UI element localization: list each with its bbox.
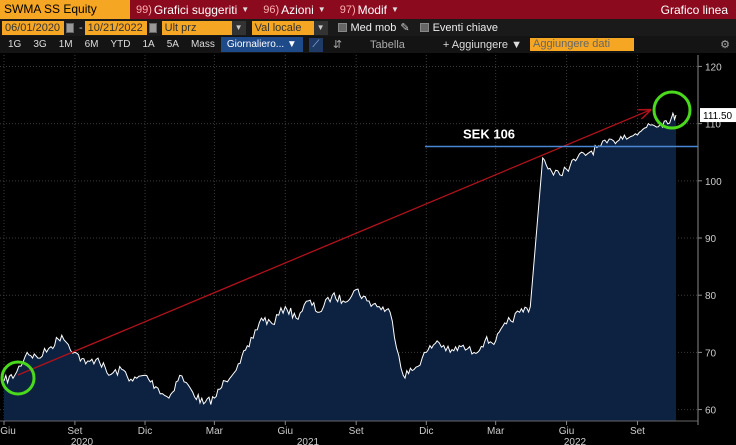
events-checkbox[interactable] [419,23,429,32]
add-label: + Aggiungere [442,38,509,51]
ticker-field[interactable]: SWMA SS Equity [0,0,130,19]
sek-106-annotation: SEK 106 [463,127,515,142]
start-date-input[interactable]: 06/01/2020 [2,20,64,35]
x-tick-label: Mar [206,426,224,437]
menu-number: 99) [136,3,152,16]
x-tick-label: Giu [0,426,16,437]
menu-edit[interactable]: 97) Modif ▼ [340,0,407,19]
line-chart-icon[interactable]: ⟋ [308,37,323,52]
end-date-input[interactable]: 10/21/2022 [84,20,147,35]
chart-type-title: Grafico linea [660,2,728,17]
y-tick-label: 80 [705,291,717,302]
x-year-label: 2022 [564,437,587,445]
menu-label: Azioni [281,2,314,17]
chevron-down-icon: ▼ [390,5,399,14]
settings-bar: 06/01/2020 - 10/21/2022 Ult prz ▼ Val lo… [0,19,736,36]
moving-avg-checkbox[interactable] [337,23,347,32]
chevron-down-icon[interactable]: ▼ [313,20,328,35]
frequency-select[interactable]: Giornaliero... ▼ [220,37,303,52]
period-mass[interactable]: Mass [190,39,215,50]
chevron-down-icon[interactable]: ▼ [231,20,246,35]
y-tick-label: 60 [705,406,717,417]
y-tick-label: 120 [705,62,722,73]
trend-arrow [17,110,650,376]
top-toolbar: SWMA SS Equity 99) Grafici suggeriti ▼ 9… [0,0,736,19]
period-3g[interactable]: 3G [33,39,47,50]
y-tick-label: 70 [705,348,717,359]
series-line [3,111,677,405]
menu-label: Grafici suggeriti [153,2,238,17]
x-tick-label: Dic [419,426,433,437]
last-price-marker: 111.50 [700,108,736,123]
x-tick-label: Giu [559,426,575,437]
calendar-icon[interactable] [148,22,157,33]
price-field-select[interactable]: Ult prz [161,20,232,35]
x-tick-label: Dic [138,426,152,437]
period-bar: 1G 3G 1M 6M YTD 1A 5A Mass Giornaliero..… [0,36,736,53]
x-tick-label: Giu [278,426,294,437]
y-tick-label: 90 [705,234,717,245]
end-highlight-circle [652,90,692,130]
y-axis: 60 70 80 90 100 110 120 [698,62,722,417]
period-5a[interactable]: 5A [166,39,179,50]
x-year-label: 2020 [71,437,94,445]
gear-icon[interactable]: ⚙ [720,39,730,51]
x-year-label: 2021 [297,437,320,445]
date-separator: - [79,21,83,34]
menu-label: Modif [357,2,387,17]
y-tick-label: 110 [705,120,721,131]
chevron-down-icon: ▼ [241,5,250,14]
chevron-down-icon: ▼ [317,5,326,14]
calendar-icon[interactable] [66,22,74,33]
y-tick-label: 100 [705,177,722,188]
frequency-label: Giornaliero [226,39,276,50]
period-1a[interactable]: 1A [142,39,155,50]
pencil-icon[interactable]: ✎ [400,22,410,34]
period-6m[interactable]: 6M [84,39,99,50]
menu-number: 96) [263,3,280,16]
split-axis-icon[interactable]: ⇵ [332,39,343,51]
x-tick-label: Set [349,426,364,437]
period-1g[interactable]: 1G [8,39,22,50]
moving-avg-label: Med mob [350,21,397,34]
series-area [4,113,676,421]
currency-select[interactable]: Val locale [251,20,314,35]
table-button[interactable]: Tabella [370,38,405,51]
start-highlight-circle [0,360,36,396]
period-1m[interactable]: 1M [58,39,73,50]
price-chart: SEK 106 60 70 80 90 100 110 120 Giu Set Dic Mar Gi… [0,55,736,445]
period-ytd[interactable]: YTD [110,39,131,50]
menu-actions[interactable]: 96) Azioni ▼ [263,0,334,19]
x-tick-label: Set [67,426,82,437]
x-tick-label: Mar [487,426,505,437]
add-button[interactable]: + Aggiungere ▼ [442,38,522,51]
x-tick-label: Set [630,426,645,437]
menu-suggested-charts[interactable]: 99) Grafici suggeriti ▼ [136,0,257,19]
last-price-badge [700,108,736,123]
events-label: Eventi chiave [432,21,499,34]
last-price-label: 111.50 [703,111,733,122]
menu-number: 97) [339,3,356,16]
add-data-input[interactable]: Aggiungere dati [529,38,634,51]
